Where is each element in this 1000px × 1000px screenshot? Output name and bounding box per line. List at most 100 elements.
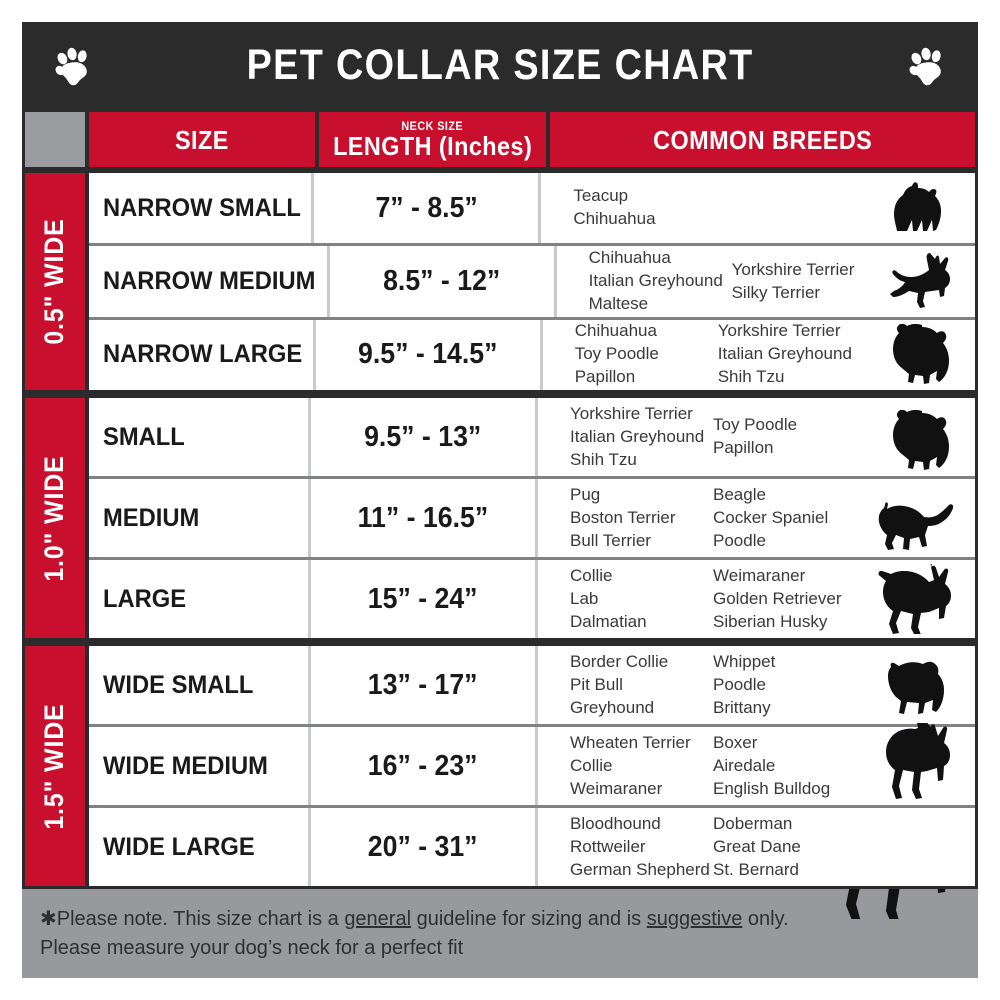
table-row: WIDE MEDIUM 16” - 23” Wheaten Terrier Colli… [89, 723, 975, 809]
table-row: MEDIUM 11” - 16.5” Pug Boston Terrier Bull T… [89, 479, 975, 561]
breed-name: Whippet [713, 651, 776, 671]
cell-neck-length: 16” - 23” [311, 727, 538, 806]
cell-size: NARROW LARGE [89, 319, 316, 391]
breed-name: Great Dane [713, 836, 801, 856]
footer-line-2: Please measure your dog’s neck for a per… [40, 936, 464, 959]
breed-column-2: Weimaraner Golden Retriever Siberian Husky [713, 565, 863, 634]
cell-neck-length: 13” - 17” [311, 646, 538, 725]
cell-size-text: SMALL [103, 422, 185, 451]
size-group: 0.5" WIDE NARROW SMALL 7” - 8.5” Teacup Chih… [22, 173, 978, 391]
breed-name: St. Bernard [713, 859, 799, 879]
cell-common-breeds: Teacup Chihuahua [541, 173, 975, 243]
table-body: 0.5" WIDE NARROW SMALL 7” - 8.5” Teacup Chih… [22, 170, 978, 887]
cell-size: NARROW MEDIUM [89, 246, 330, 317]
pet-collar-size-chart: PET COLLAR SIZE CHART SIZE NECK SIZE LEN… [22, 22, 978, 978]
cell-neck-length: 9.5” - 13” [311, 398, 538, 477]
breed-column-1: Teacup Chihuahua [573, 185, 716, 231]
header-size: SIZE [89, 112, 315, 167]
cell-size-text: LARGE [103, 584, 187, 613]
header-breeds-label: COMMON BREEDS [652, 124, 873, 155]
size-group: 1.0" WIDE SMALL 9.5” - 13” Yorkshire Terrie… [22, 398, 978, 639]
breed-name: Weimaraner [713, 565, 806, 585]
group-width-label-text: 1.0" WIDE [39, 454, 70, 582]
breed-name: English Bulldog [713, 778, 831, 798]
breed-column-2: Doberman Great Dane St. Bernard [713, 813, 863, 882]
breed-name: Yorkshire Terrier [731, 259, 855, 279]
breed-name: Airedale [713, 755, 776, 775]
cell-size-text: WIDE MEDIUM [103, 751, 268, 780]
breed-name: Maltese [588, 293, 649, 313]
cell-size-text: NARROW LARGE [103, 340, 303, 369]
breed-column-2: Toy Poodle Papillon [713, 414, 863, 460]
header-length-sup: NECK SIZE [401, 119, 464, 133]
table-row: WIDE SMALL 13” - 17” Border Collie Pit Bull… [89, 646, 975, 728]
breed-name: Collie [570, 565, 613, 585]
table-header-row: SIZE NECK SIZE LENGTH (Inches) COMMON BR… [22, 108, 978, 170]
table-row: NARROW LARGE 9.5” - 14.5” Chihuahua Toy Poo… [89, 319, 975, 391]
cell-size-text: WIDE SMALL [103, 670, 254, 699]
header-length-label: LENGTH (Inches) [332, 131, 533, 161]
breed-name: Rottweiler [570, 836, 646, 856]
cell-neck-length: 15” - 24” [311, 560, 538, 639]
breed-name: Boston Terrier [570, 507, 676, 527]
breed-name: Dalmatian [570, 611, 647, 631]
cell-size: MEDIUM [89, 479, 311, 558]
breed-name: Italian Greyhound [717, 344, 852, 364]
cell-size-text: NARROW MEDIUM [103, 267, 316, 296]
pomeranian-silhouette [887, 324, 957, 386]
breed-name: Papillon [713, 438, 774, 458]
breed-column-2: Yorkshire Terrier Silky Terrier [732, 259, 882, 305]
breed-name: Golden Retriever [713, 588, 842, 608]
cell-size: LARGE [89, 560, 311, 639]
breed-name: Brittany [713, 697, 771, 717]
group-rows: WIDE SMALL 13” - 17” Border Collie Pit Bull… [89, 646, 975, 887]
cell-common-breeds: Bloodhound Rottweiler German Shepherd Dober… [538, 808, 975, 886]
chihuahua-silhouette [875, 252, 957, 313]
cell-common-breeds: Yorkshire Terrier Italian Greyhound Shih T… [538, 398, 975, 476]
table-row: NARROW SMALL 7” - 8.5” Teacup Chihuahua [89, 173, 975, 247]
breed-name: Lab [570, 588, 599, 608]
size-group: 1.5" WIDE WIDE SMALL 13” - 17” Border Colli… [22, 646, 978, 887]
cell-common-breeds: Pug Boston Terrier Bull Terrier Beagle Cocke… [538, 479, 975, 557]
cell-neck-length-text: 13” - 17” [368, 668, 478, 701]
group-width-label-text: 1.5" WIDE [39, 702, 70, 830]
breed-column-2: Boxer Airedale English Bulldog [713, 732, 863, 801]
cell-size: WIDE MEDIUM [89, 727, 311, 806]
footer-note: ✱Please note. This size chart is a gener… [22, 886, 978, 978]
header-size-label: SIZE [175, 124, 229, 155]
cell-common-breeds: Border Collie Pit Bull Greyhound Whippet Poo… [538, 646, 975, 724]
group-rows: SMALL 9.5” - 13” Yorkshire Terrier Italian … [89, 398, 975, 639]
header-corner-cell [25, 112, 85, 167]
breed-name: Weimaraner [570, 778, 663, 798]
breed-column-1: Bloodhound Rottweiler German Shepherd [570, 813, 713, 882]
cell-neck-length-text: 9.5” - 13” [364, 420, 482, 453]
breed-name: Poodle [713, 674, 766, 694]
cell-neck-length: 9.5” - 14.5” [316, 319, 543, 391]
breed-name: Collie [570, 755, 613, 775]
beagle-silhouette [865, 499, 957, 553]
yorkshire-terrier-silhouette [883, 181, 957, 239]
breed-column-1: Collie Lab Dalmatian [570, 565, 713, 634]
breed-column-1: Wheaten Terrier Collie Weimaraner [570, 732, 713, 801]
breed-name: Poodle [713, 530, 766, 550]
breed-name: Italian Greyhound [570, 426, 705, 446]
shepherd-silhouette [861, 564, 957, 635]
cell-neck-length: 20” - 31” [311, 808, 538, 887]
breed-name: Papillon [574, 367, 636, 387]
breed-name: Wheaten Terrier [570, 732, 691, 752]
group-separator [22, 390, 978, 399]
cell-common-breeds: Chihuahua Toy Poodle Papillon Yorkshire Ter… [543, 320, 975, 390]
breed-name: Boxer [713, 732, 758, 752]
cell-neck-length-text: 8.5” - 12” [383, 265, 501, 298]
breed-column-1: Pug Boston Terrier Bull Terrier [570, 484, 713, 553]
group-width-label: 1.5" WIDE [25, 646, 85, 887]
breed-name: Pit Bull [570, 674, 623, 694]
header-breeds: COMMON BREEDS [550, 112, 975, 167]
cell-size: NARROW SMALL [89, 173, 315, 244]
breed-column-1: Chihuahua Italian Greyhound Maltese [589, 247, 732, 316]
pomeranian-silhouette [887, 410, 957, 472]
cell-size-text: WIDE LARGE [103, 832, 255, 861]
paw-print-icon [904, 42, 950, 88]
breed-name: Teacup [573, 186, 629, 206]
cell-common-breeds: Wheaten Terrier Collie Weimaraner Boxer Aire… [538, 723, 975, 805]
